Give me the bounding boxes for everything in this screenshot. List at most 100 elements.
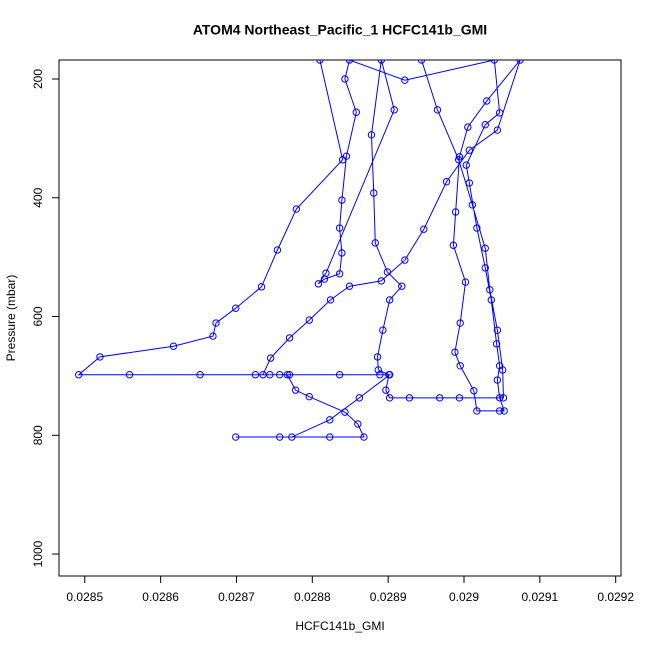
data-point — [196, 371, 204, 379]
data-point — [401, 76, 409, 84]
y-tick-label: 1000 — [31, 540, 45, 567]
data-point — [493, 376, 502, 384]
data-point — [383, 268, 392, 276]
data-point — [212, 319, 220, 327]
data-point — [379, 326, 387, 334]
data-point — [405, 394, 414, 402]
data-point — [352, 108, 361, 116]
data-point — [232, 433, 240, 441]
data-point — [125, 371, 134, 379]
data-point — [495, 407, 504, 415]
data-point — [338, 249, 346, 257]
data-point — [495, 394, 504, 402]
x-tick-label: 0.0288 — [294, 590, 331, 604]
data-point — [487, 296, 496, 304]
data-point — [455, 394, 464, 402]
data-point — [449, 241, 458, 249]
x-axis-label: HCFC141b_GMI — [295, 619, 384, 633]
data-point — [360, 433, 368, 441]
data-point — [385, 371, 393, 379]
data-point — [373, 353, 382, 361]
data-point — [433, 106, 442, 114]
data-point — [486, 286, 494, 294]
data-point — [385, 296, 394, 304]
data-point — [465, 146, 474, 154]
data-point — [516, 60, 524, 64]
data-point — [385, 394, 394, 402]
data-line — [77, 60, 521, 438]
data-point — [232, 304, 240, 312]
data-point — [335, 371, 344, 379]
data-point — [335, 270, 344, 278]
data-point — [493, 326, 502, 334]
data-point — [436, 394, 444, 402]
y-tick-label: 400 — [31, 187, 45, 207]
y-axis-label: Pressure (mbar) — [4, 275, 18, 362]
data-point — [259, 371, 267, 379]
data-point — [288, 433, 296, 441]
data-point — [468, 201, 477, 209]
data-point — [442, 178, 451, 186]
data-point — [285, 334, 294, 342]
data-point — [342, 152, 351, 160]
data-point — [456, 362, 464, 370]
data-point — [326, 433, 334, 441]
data-point — [371, 239, 379, 247]
data-point — [465, 179, 474, 187]
data-point — [456, 319, 464, 327]
data-point — [341, 75, 349, 83]
data-point — [464, 123, 472, 131]
data-point — [481, 121, 489, 129]
data-point — [292, 205, 301, 213]
x-tick-label: 0.029 — [449, 590, 479, 604]
data-point — [345, 282, 354, 290]
data-point — [276, 433, 284, 441]
data-point — [326, 416, 334, 424]
data-point — [273, 246, 282, 254]
data-point — [367, 131, 376, 139]
data-point — [335, 224, 344, 232]
data-point — [283, 371, 291, 379]
data-point — [470, 387, 478, 395]
data-point — [483, 97, 491, 105]
data-point — [305, 316, 313, 324]
data-point — [257, 283, 266, 291]
plot-area — [75, 60, 524, 441]
data-point — [401, 256, 409, 264]
data-point — [291, 386, 300, 394]
data-point — [377, 60, 386, 64]
data-point — [305, 392, 313, 401]
x-tick-label: 0.0287 — [218, 590, 255, 604]
data-point — [354, 420, 362, 428]
data-point — [370, 189, 378, 197]
data-point — [382, 386, 390, 394]
data-point — [495, 109, 504, 117]
data-point — [473, 224, 481, 232]
data-point — [490, 60, 499, 64]
x-tick-label: 0.0291 — [521, 590, 558, 604]
data-point — [420, 225, 428, 233]
data-point — [499, 394, 508, 402]
data-point — [345, 60, 354, 64]
y-tick-label: 800 — [31, 425, 45, 445]
data-point — [481, 264, 489, 272]
data-point — [417, 60, 426, 64]
data-point — [455, 153, 464, 161]
data-point — [377, 277, 386, 285]
data-point — [481, 244, 489, 252]
data-point — [473, 407, 481, 415]
data-point — [276, 371, 284, 379]
data-point — [355, 394, 364, 402]
data-point — [251, 371, 260, 379]
data-point — [169, 342, 178, 350]
data-point — [314, 280, 323, 288]
x-tick-label: 0.0289 — [370, 590, 407, 604]
data-point — [374, 366, 383, 374]
data-point — [322, 269, 330, 277]
y-tick-label: 600 — [31, 306, 45, 326]
data-point — [500, 407, 508, 415]
data-point — [266, 354, 275, 362]
